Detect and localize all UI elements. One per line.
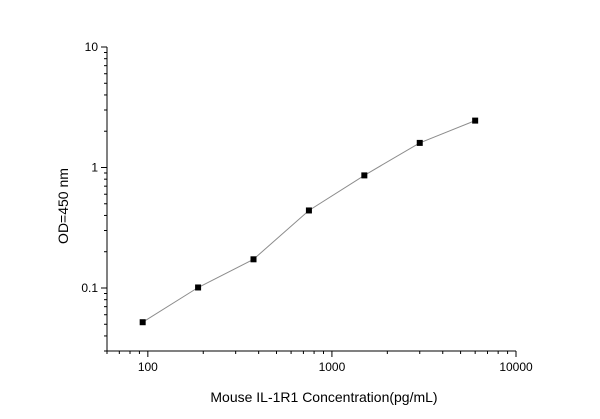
data-point xyxy=(472,117,479,124)
series-line xyxy=(142,120,476,323)
axes xyxy=(106,47,516,352)
data-point xyxy=(139,319,146,326)
y-tick-label: 10 xyxy=(85,40,99,54)
x-tick-label: 1000 xyxy=(319,360,346,374)
data-point xyxy=(250,256,257,263)
axis-ticks xyxy=(101,46,517,357)
x-axis-title: Mouse IL-1R1 Concentration(pg/mL) xyxy=(210,389,437,405)
data-point xyxy=(416,139,423,146)
series-connector-line xyxy=(142,120,476,323)
series-points xyxy=(139,117,479,326)
data-point xyxy=(361,172,368,179)
data-point xyxy=(305,207,312,214)
x-tick-label: 10000 xyxy=(499,360,533,374)
axis-tick-labels: 100 1000 10000 0.1 1 10 xyxy=(81,40,533,374)
y-axis-title: OD=450 nm xyxy=(55,168,71,244)
data-point xyxy=(195,284,202,291)
x-tick-label: 100 xyxy=(138,360,158,374)
y-tick-label: 0.1 xyxy=(81,281,98,295)
y-tick-label: 1 xyxy=(91,160,98,174)
